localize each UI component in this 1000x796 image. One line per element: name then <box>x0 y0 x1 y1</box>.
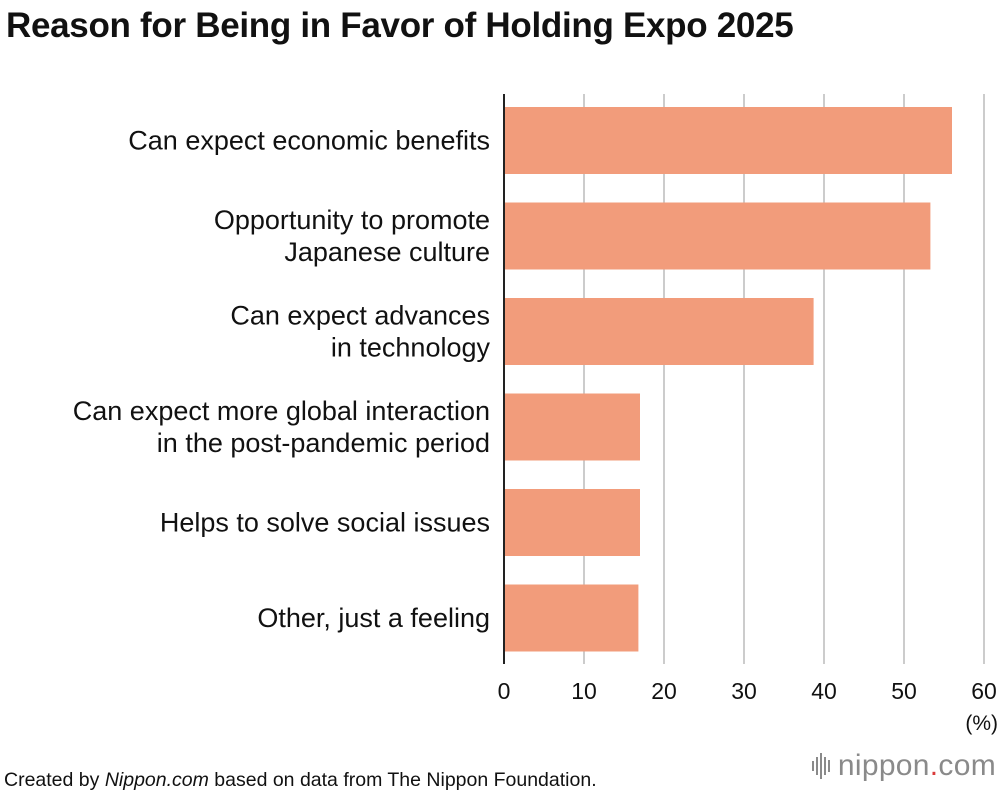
bar-0 <box>504 107 952 174</box>
category-label-5-line-0: Other, just a feeling <box>257 603 490 633</box>
x-tick-label-20: 20 <box>651 678 677 704</box>
nippon-logo: nippon.com <box>811 749 996 783</box>
category-label-4-line-0: Helps to solve social issues <box>160 508 490 538</box>
category-label-0: Can expect economic benefits <box>128 126 490 156</box>
category-label-1-line-0: Opportunity to promote <box>214 205 490 235</box>
bar-3 <box>504 393 640 461</box>
source-credit: Created by Nippon.com based on data from… <box>4 769 597 792</box>
logo-mark-icon <box>811 753 830 779</box>
x-tick-label-0: 0 <box>498 678 511 704</box>
category-label-2-line-1: in technology <box>331 333 491 363</box>
bar-5 <box>504 584 639 652</box>
category-label-2: Can expect advances in technology <box>230 301 490 363</box>
credit-prefix: Created by <box>4 769 105 791</box>
credit-site: Nippon.com <box>104 769 209 791</box>
x-axis-unit-label: (%) <box>965 712 998 735</box>
category-label-1: Opportunity to promote Japanese culture <box>214 205 490 267</box>
category-label-5: Other, just a feeling <box>257 603 490 633</box>
chart-title: Reason for Being in Favor of Holding Exp… <box>6 6 794 45</box>
category-label-4: Helps to solve social issues <box>160 508 490 538</box>
logo-tld: com <box>938 749 996 782</box>
x-tick-label-30: 30 <box>731 678 757 704</box>
x-tick-label-60: 60 <box>971 678 997 704</box>
x-tick-label-50: 50 <box>891 678 917 704</box>
logo-name: nippon <box>837 749 930 782</box>
category-label-3-line-0: Can expect more global interaction <box>73 396 490 426</box>
logo-dot: . <box>929 749 939 782</box>
x-tick-label-40: 40 <box>811 678 837 704</box>
logo-text: nippon.com <box>838 749 996 783</box>
category-label-2-line-0: Can expect advances <box>230 301 490 331</box>
category-label-0-line-0: Can expect economic benefits <box>128 126 490 156</box>
bar-1 <box>504 202 931 270</box>
category-label-3-line-1: in the post-pandemic period <box>157 428 490 458</box>
category-label-1-line-1: Japanese culture <box>284 237 490 267</box>
bar-4 <box>504 489 640 556</box>
credit-suffix: based on data from The Nippon Foundation… <box>208 769 597 791</box>
category-label-3: Can expect more global interaction in the… <box>73 396 490 458</box>
bar-2 <box>504 298 814 365</box>
x-tick-label-10: 10 <box>571 678 597 704</box>
